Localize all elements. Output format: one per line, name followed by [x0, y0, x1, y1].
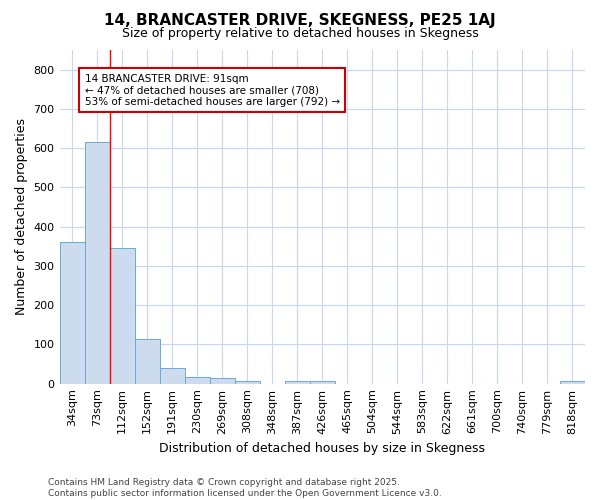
Bar	[235, 380, 260, 384]
Text: Contains HM Land Registry data © Crown copyright and database right 2025.
Contai: Contains HM Land Registry data © Crown c…	[48, 478, 442, 498]
Y-axis label: Number of detached properties: Number of detached properties	[15, 118, 28, 316]
Bar	[310, 380, 335, 384]
Bar	[285, 380, 310, 384]
Bar	[85, 142, 110, 384]
Bar	[110, 248, 134, 384]
Bar	[185, 376, 209, 384]
Text: 14 BRANCASTER DRIVE: 91sqm
← 47% of detached houses are smaller (708)
53% of sem: 14 BRANCASTER DRIVE: 91sqm ← 47% of deta…	[85, 74, 340, 107]
Bar	[560, 382, 585, 384]
X-axis label: Distribution of detached houses by size in Skegness: Distribution of detached houses by size …	[159, 442, 485, 455]
Bar	[160, 368, 185, 384]
Bar	[209, 378, 235, 384]
Text: Size of property relative to detached houses in Skegness: Size of property relative to detached ho…	[122, 28, 478, 40]
Bar	[134, 340, 160, 384]
Bar	[59, 242, 85, 384]
Text: 14, BRANCASTER DRIVE, SKEGNESS, PE25 1AJ: 14, BRANCASTER DRIVE, SKEGNESS, PE25 1AJ	[104, 12, 496, 28]
